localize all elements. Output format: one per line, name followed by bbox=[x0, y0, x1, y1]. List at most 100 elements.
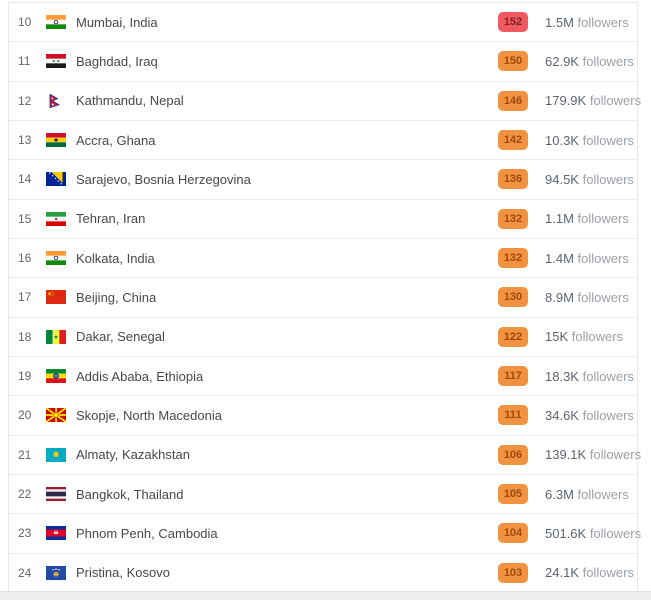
leaderboard-row[interactable]: 22 Bangkok, Thailand 105 6.3M followers bbox=[9, 474, 637, 515]
followers-label: 501.6K followers bbox=[545, 525, 641, 541]
followers-count: 6.3M bbox=[545, 486, 574, 502]
followers-word: followers bbox=[573, 250, 629, 266]
flag-icon-india bbox=[46, 251, 66, 266]
leaderboard-row[interactable]: 20 Skopje, North Macedonia 111 34.6K follow… bbox=[9, 396, 637, 436]
city-label: Dakar, Senegal bbox=[76, 329, 165, 345]
flag-icon-ghana bbox=[46, 133, 66, 148]
followers-label: 15K followers bbox=[545, 329, 637, 344]
followers-label: 34.6K followers bbox=[545, 408, 637, 423]
followers-label: 10.3K followers bbox=[545, 133, 637, 148]
leaderboard-row[interactable]: 19 Addis Ababa, Ethiopia 117 18.3K follower… bbox=[9, 356, 637, 397]
rank-label: 22 bbox=[18, 487, 32, 502]
score-badge: 106 bbox=[498, 444, 528, 465]
flag-icon-china bbox=[46, 290, 66, 305]
city-label: Skopje, North Macedonia bbox=[76, 407, 222, 423]
flag-icon-india bbox=[46, 15, 66, 30]
followers-label: 8.9M followers bbox=[545, 290, 637, 305]
leaderboard-row[interactable]: 12 Kathmandu, Nepal 146 179.9K followers bbox=[9, 81, 641, 121]
leaderboard-row[interactable]: 11 Baghdad, Iraq 150 62.9K followers bbox=[9, 42, 637, 82]
rank-label: 18 bbox=[18, 329, 32, 344]
score-badge: 152 bbox=[498, 12, 528, 33]
rank-label: 14 bbox=[18, 172, 32, 187]
leaderboard-row[interactable]: 23 Phnom Penh, Cambodia 104 501.6K follower… bbox=[9, 514, 641, 554]
flag-icon-iraq bbox=[46, 54, 66, 69]
rank-label: 20 bbox=[18, 408, 32, 423]
rank-label: 16 bbox=[18, 251, 32, 266]
score-badge: 111 bbox=[498, 405, 528, 426]
rank-label: 13 bbox=[18, 133, 32, 148]
city-label: Addis Ababa, Ethiopia bbox=[76, 368, 204, 384]
city-label: Baghdad, Iraq bbox=[76, 53, 158, 69]
rank-label: 12 bbox=[18, 93, 32, 108]
leaderboard-row[interactable]: 24 Pristina, Kosovo 103 24.1K followers bbox=[9, 553, 637, 593]
flag-icon-kazakhstan bbox=[46, 447, 66, 462]
followers-count: 24.1K bbox=[545, 565, 579, 581]
flag-icon-ethiopia bbox=[46, 369, 66, 384]
followers-word: followers bbox=[586, 93, 642, 109]
followers-count: 1.4M bbox=[545, 250, 574, 266]
leaderboard-rows: 10 Mumbai, India 152 1.5M followers 11 Baghda… bbox=[9, 3, 641, 593]
flag-icon-bosnia bbox=[46, 172, 66, 187]
followers-word: followers bbox=[586, 447, 642, 463]
followers-label: 18.3K followers bbox=[545, 369, 637, 384]
city-label: Mumbai, India bbox=[76, 14, 158, 30]
score-badge: 136 bbox=[498, 169, 528, 190]
score-badge: 103 bbox=[498, 562, 528, 583]
flag-icon-kosovo bbox=[46, 565, 66, 580]
score-badge: 150 bbox=[498, 51, 528, 72]
leaderboard-row[interactable]: 15 Tehran, Iran 132 1.1M followers bbox=[9, 199, 637, 239]
leaderboard-row[interactable]: 13 Accra, Ghana 142 10.3K followers bbox=[9, 120, 637, 161]
followers-count: 18.3K bbox=[545, 368, 579, 384]
followers-word: followers bbox=[586, 525, 642, 541]
score-badge: 132 bbox=[498, 248, 528, 269]
followers-label: 1.1M followers bbox=[545, 211, 637, 226]
followers-count: 139.1K bbox=[545, 447, 587, 463]
city-label: Beijing, China bbox=[76, 289, 157, 305]
city-label: Kathmandu, Nepal bbox=[76, 93, 184, 109]
rank-label: 10 bbox=[18, 15, 32, 30]
city-label: Almaty, Kazakhstan bbox=[76, 447, 190, 463]
score-badge: 142 bbox=[498, 130, 528, 151]
leaderboard-row[interactable]: 17 Beijing, China 130 8.9M followers bbox=[9, 278, 637, 318]
followers-label: 139.1K followers bbox=[545, 447, 641, 463]
followers-label: 179.9K followers bbox=[545, 93, 641, 108]
score-badge: 132 bbox=[498, 208, 528, 229]
leaderboard-row[interactable]: 14 Sarajevo, Bosnia Herzegovina 136 94.5K f… bbox=[9, 160, 637, 200]
followers-label: 62.9K followers bbox=[545, 54, 637, 69]
followers-word: followers bbox=[573, 14, 629, 30]
followers-label: 1.4M followers bbox=[545, 251, 637, 266]
score-badge: 130 bbox=[498, 287, 528, 308]
followers-word: followers bbox=[578, 132, 634, 148]
score-badge: 117 bbox=[498, 366, 528, 387]
leaderboard-row[interactable]: 10 Mumbai, India 152 1.5M followers bbox=[9, 3, 637, 43]
followers-word: followers bbox=[578, 407, 634, 423]
followers-count: 15K bbox=[545, 329, 569, 345]
rank-label: 11 bbox=[18, 54, 31, 69]
rank-label: 21 bbox=[18, 447, 32, 462]
rank-label: 15 bbox=[18, 211, 32, 226]
followers-word: followers bbox=[573, 486, 629, 502]
leaderboard-table: 10 Mumbai, India 152 1.5M followers 11 Baghda… bbox=[8, 2, 641, 593]
followers-word: followers bbox=[578, 368, 634, 384]
followers-word: followers bbox=[573, 211, 629, 227]
leaderboard-row[interactable]: 18 Dakar, Senegal 122 15K followers bbox=[9, 317, 637, 357]
followers-count: 1.1M bbox=[545, 211, 574, 227]
flag-icon-senegal bbox=[46, 329, 66, 344]
flag-icon-nepal bbox=[46, 93, 66, 108]
score-badge: 105 bbox=[498, 484, 528, 505]
rank-label: 19 bbox=[18, 369, 32, 384]
score-badge: 122 bbox=[498, 326, 528, 347]
rank-label: 17 bbox=[18, 290, 32, 305]
bottom-strip bbox=[0, 591, 651, 600]
city-label: Kolkata, India bbox=[76, 250, 155, 266]
followers-count: 501.6K bbox=[545, 525, 587, 541]
leaderboard-row[interactable]: 21 Almaty, Kazakhstan 106 139.1K followers bbox=[9, 435, 641, 475]
score-badge: 146 bbox=[498, 90, 528, 111]
leaderboard-row[interactable]: 16 Kolkata, India 132 1.4M followers bbox=[9, 238, 637, 279]
rank-label: 23 bbox=[18, 526, 32, 541]
followers-count: 8.9M bbox=[545, 289, 574, 305]
city-label: Tehran, Iran bbox=[76, 211, 146, 227]
followers-count: 34.6K bbox=[545, 407, 579, 423]
followers-label: 94.5K followers bbox=[545, 172, 637, 187]
followers-count: 1.5M bbox=[545, 14, 574, 30]
